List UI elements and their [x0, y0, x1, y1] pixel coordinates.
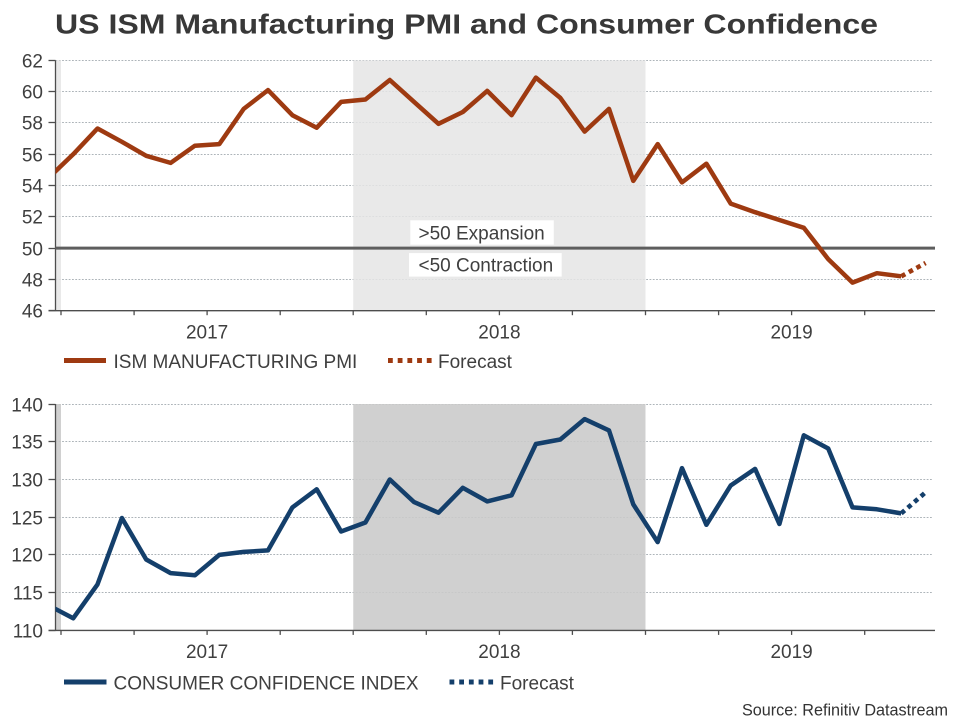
- svg-text:Forecast: Forecast: [500, 674, 575, 695]
- svg-text:130: 130: [11, 470, 43, 491]
- svg-text:2019: 2019: [770, 323, 812, 344]
- svg-text:58: 58: [22, 113, 43, 134]
- svg-text:140: 140: [11, 395, 43, 416]
- svg-text:2017: 2017: [186, 642, 228, 663]
- svg-text:115: 115: [13, 583, 43, 604]
- svg-text:>50 Expansion: >50 Expansion: [419, 223, 545, 244]
- svg-text:CONSUMER CONFIDENCE INDEX: CONSUMER CONFIDENCE INDEX: [114, 674, 419, 695]
- svg-text:125: 125: [11, 508, 43, 529]
- svg-text:2019: 2019: [770, 642, 812, 663]
- svg-text:120: 120: [11, 545, 43, 566]
- svg-text:48: 48: [22, 270, 43, 291]
- svg-text:52: 52: [22, 207, 43, 228]
- svg-text:135: 135: [11, 432, 43, 453]
- svg-text:2017: 2017: [186, 323, 228, 344]
- svg-text:54: 54: [22, 176, 44, 197]
- svg-text:2018: 2018: [478, 642, 520, 663]
- svg-text:46: 46: [22, 301, 43, 322]
- svg-text:56: 56: [22, 145, 43, 166]
- svg-text:62: 62: [22, 51, 43, 72]
- svg-text:Forecast: Forecast: [438, 352, 513, 373]
- svg-text:50: 50: [22, 239, 43, 260]
- svg-text:110: 110: [13, 621, 43, 642]
- svg-text:60: 60: [22, 82, 43, 103]
- svg-text:ISM MANUFACTURING PMI: ISM MANUFACTURING PMI: [114, 352, 358, 373]
- svg-text:<50 Contraction: <50 Contraction: [419, 256, 554, 277]
- svg-text:US ISM Manufacturing PMI and C: US ISM Manufacturing PMI and Consumer Co…: [55, 8, 878, 39]
- svg-text:Source: Refinitiv Datastream: Source: Refinitiv Datastream: [742, 702, 948, 720]
- svg-text:2018: 2018: [478, 323, 520, 344]
